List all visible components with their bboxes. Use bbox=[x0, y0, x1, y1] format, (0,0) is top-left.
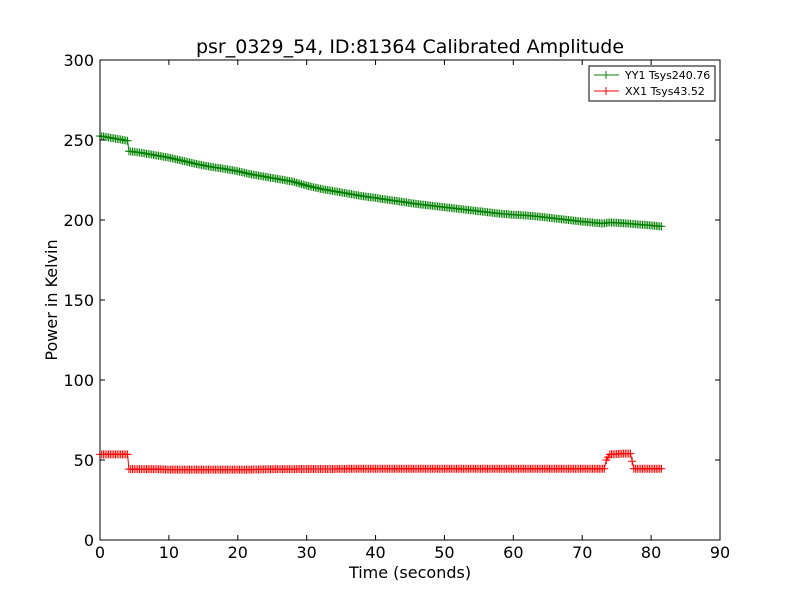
data-point-marker bbox=[626, 449, 635, 458]
x-tick-label: 80 bbox=[641, 543, 661, 562]
x-tick-label: 20 bbox=[228, 543, 248, 562]
y-tick-label: 50 bbox=[74, 451, 94, 470]
x-axis-label: Time (seconds) bbox=[348, 563, 471, 582]
plot-layer bbox=[96, 132, 666, 474]
x-tick-label: 0 bbox=[95, 543, 105, 562]
data-point-marker bbox=[123, 136, 132, 145]
data-point-marker bbox=[628, 457, 637, 466]
data-point-marker bbox=[657, 464, 666, 473]
y-axis-label: Power in Kelvin bbox=[42, 239, 61, 360]
x-tick-label: 90 bbox=[710, 543, 730, 562]
y-tick-label: 250 bbox=[63, 131, 94, 150]
chart-title: psr_0329_54, ID:81364 Calibrated Amplitu… bbox=[196, 36, 624, 58]
legend-entry-label: XX1 Tsys43.52 bbox=[625, 85, 705, 98]
x-tick-label: 10 bbox=[159, 543, 179, 562]
legend-box bbox=[588, 65, 716, 102]
y-tick-label: 100 bbox=[63, 371, 94, 390]
series-xx1 bbox=[96, 449, 666, 474]
x-tick-label: 70 bbox=[572, 543, 592, 562]
x-tick-label: 60 bbox=[503, 543, 523, 562]
legend-swatch-marker bbox=[602, 71, 610, 79]
legend: YY1 Tsys240.76 XX1 Tsys43.52 bbox=[588, 65, 716, 102]
legend-entry-label: YY1 Tsys240.76 bbox=[624, 69, 710, 82]
series-yy1 bbox=[96, 132, 666, 231]
ticks-layer: 0 10 20 30 40 50 60 70 80 90 0 50 100 150 200 250 300 bbox=[63, 51, 730, 562]
data-point-marker bbox=[600, 464, 609, 473]
y-tick-label: 150 bbox=[63, 291, 94, 310]
x-tick-label: 40 bbox=[365, 543, 385, 562]
data-point-marker bbox=[657, 222, 666, 231]
x-tick-label: 30 bbox=[296, 543, 316, 562]
y-tick-label: 200 bbox=[63, 211, 94, 230]
y-tick-label: 300 bbox=[63, 51, 94, 70]
data-point-marker bbox=[123, 450, 132, 459]
legend-swatch-marker bbox=[602, 87, 610, 95]
x-tick-label: 50 bbox=[434, 543, 454, 562]
y-tick-label: 0 bbox=[84, 531, 94, 550]
